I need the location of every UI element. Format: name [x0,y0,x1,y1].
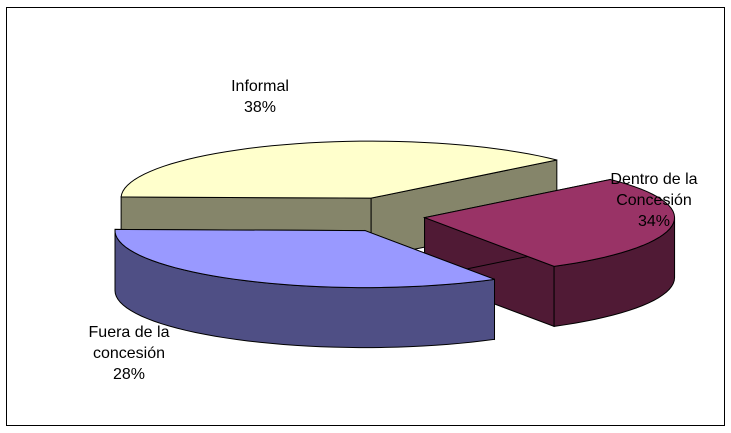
slice-label-fuera-line2: concesión [92,345,166,362]
slice-label-dentro-percent: 34% [637,213,671,230]
slice-label-fuera-percent: 28% [112,366,146,383]
slice-2-top [422,178,676,267]
slice-0-top [120,140,557,199]
slice-label-fuera-line1: Fuera de la [88,324,170,341]
slices-layer [114,140,676,349]
slice-2 [422,178,676,328]
slice-label-dentro-line1: Dentro de la [610,171,698,188]
slice-1 [114,228,496,349]
slice-label-fuera: Fuera de la concesión 28% [79,322,179,385]
slice-1-top [114,228,495,289]
slice-label-informal-name: Informal [231,78,289,95]
slice-label-informal: Informal 38% [215,76,305,118]
slice-label-informal-percent: 38% [243,99,277,116]
slice-label-dentro: Dentro de la Concesión 34% [604,169,704,232]
slice-label-dentro-line2: Concesión [616,192,692,209]
